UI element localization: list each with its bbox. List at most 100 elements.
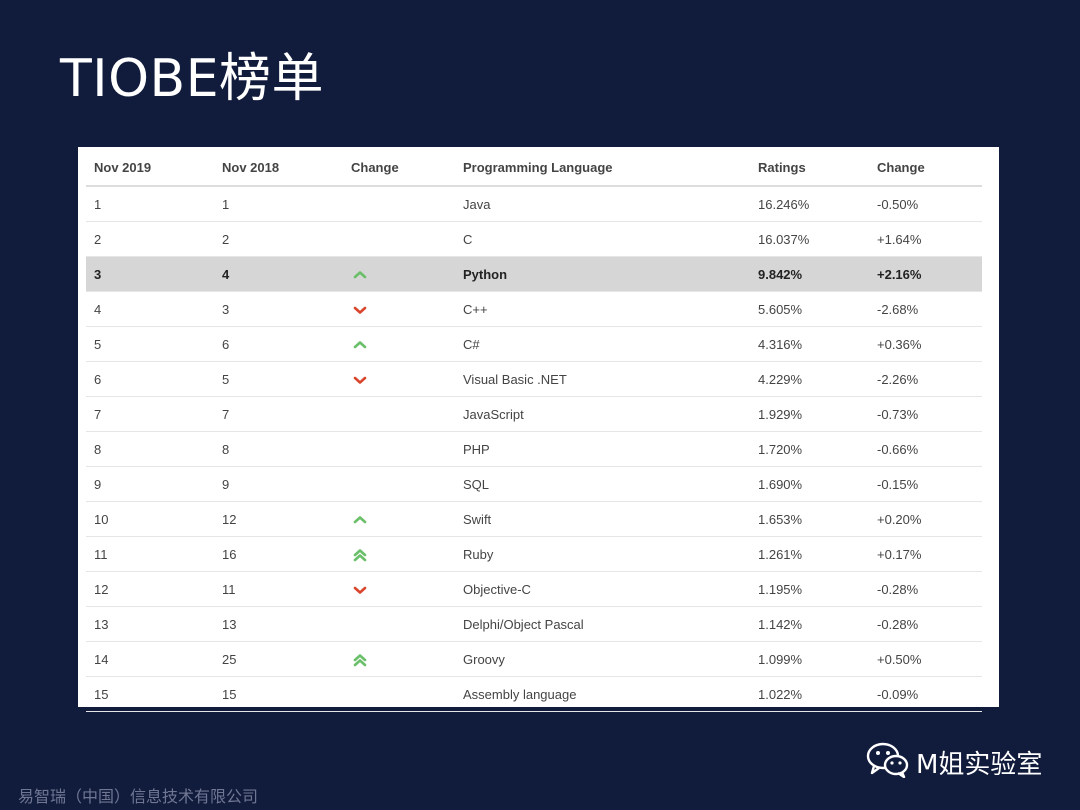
header-language: Programming Language	[455, 149, 750, 187]
header-rank-change: Change	[343, 149, 455, 187]
rank-2019-cell: 11	[86, 536, 214, 572]
rank-2018-cell: 4	[214, 256, 343, 292]
chevron-up-icon	[351, 338, 369, 352]
table-row: 1 1 Java 16.246% -0.50%	[86, 186, 982, 222]
language-cell: Visual Basic .NET	[455, 361, 750, 397]
rank-change-cell	[343, 186, 455, 222]
rank-2019-cell: 9	[86, 466, 214, 502]
ratings-change-cell: +2.16%	[869, 256, 982, 292]
header-nov-2019: Nov 2019	[86, 149, 214, 187]
rank-2018-cell: 5	[214, 361, 343, 397]
brand-mark: M姐实验室	[866, 742, 1042, 783]
wechat-icon	[866, 742, 910, 783]
table-row: 10 12 Swift 1.653% +0.20%	[86, 501, 982, 537]
ratings-cell: 16.246%	[750, 186, 869, 222]
language-cell: Ruby	[455, 536, 750, 572]
table-row: 8 8 PHP 1.720% -0.66%	[86, 431, 982, 467]
rank-2019-cell: 12	[86, 571, 214, 607]
language-cell: JavaScript	[455, 396, 750, 432]
ratings-cell: 1.099%	[750, 641, 869, 677]
rank-2018-cell: 3	[214, 291, 343, 327]
rank-change-cell	[343, 221, 455, 257]
chevron-down-icon	[351, 583, 369, 597]
table-row: 11 16 Ruby 1.261% +0.17%	[86, 536, 982, 572]
rank-2018-cell: 9	[214, 466, 343, 502]
ratings-change-cell: +0.36%	[869, 326, 982, 362]
rank-2019-cell: 5	[86, 326, 214, 362]
table-row: 14 25 Groovy 1.099% +0.50%	[86, 641, 982, 677]
page-title: TIOBE榜单	[60, 49, 325, 109]
ratings-cell: 1.929%	[750, 396, 869, 432]
ratings-change-cell: -0.73%	[869, 396, 982, 432]
ratings-change-cell: -0.66%	[869, 431, 982, 467]
table-row: 4 3 C++ 5.605% -2.68%	[86, 291, 982, 327]
ratings-cell: 4.229%	[750, 361, 869, 397]
ratings-change-cell: +0.20%	[869, 501, 982, 537]
language-cell: Swift	[455, 501, 750, 537]
ratings-cell: 1.261%	[750, 536, 869, 572]
table-row: 3 4 Python 9.842% +2.16%	[86, 256, 982, 292]
rank-2019-cell: 3	[86, 256, 214, 292]
rank-2018-cell: 13	[214, 606, 343, 642]
ratings-change-cell: -0.50%	[869, 186, 982, 222]
table-row: 15 15 Assembly language 1.022% -0.09%	[86, 676, 982, 712]
table-header-row: Nov 2019 Nov 2018 Change Programming Lan…	[86, 149, 982, 187]
ratings-cell: 1.720%	[750, 431, 869, 467]
ratings-cell: 1.142%	[750, 606, 869, 642]
rank-change-cell	[343, 431, 455, 467]
ratings-change-cell: -0.28%	[869, 606, 982, 642]
double-chevron-up-icon	[351, 548, 369, 562]
rank-2018-cell: 25	[214, 641, 343, 677]
ratings-cell: 1.653%	[750, 501, 869, 537]
rank-2018-cell: 1	[214, 186, 343, 222]
ratings-cell: 1.195%	[750, 571, 869, 607]
ratings-cell: 1.690%	[750, 466, 869, 502]
table-body: 1 1 Java 16.246% -0.50% 2 2 C 16.037% +1.64% 3 4 Pyt…	[86, 186, 982, 712]
language-cell: C++	[455, 291, 750, 327]
table-row: 12 11 Objective-C 1.195% -0.28%	[86, 571, 982, 607]
double-chevron-up-icon	[351, 653, 369, 667]
rank-2019-cell: 13	[86, 606, 214, 642]
ratings-cell: 5.605%	[750, 291, 869, 327]
chevron-down-icon	[351, 303, 369, 317]
ratings-change-cell: -0.28%	[869, 571, 982, 607]
chevron-up-icon	[351, 268, 369, 282]
rank-change-cell	[343, 326, 455, 362]
language-cell: Objective-C	[455, 571, 750, 607]
rank-change-cell	[343, 606, 455, 642]
rank-2019-cell: 7	[86, 396, 214, 432]
rank-change-cell	[343, 641, 455, 677]
rank-2018-cell: 2	[214, 221, 343, 257]
rank-change-cell	[343, 501, 455, 537]
header-nov-2018: Nov 2018	[214, 149, 343, 187]
ratings-cell: 1.022%	[750, 676, 869, 712]
ratings-change-cell: -2.26%	[869, 361, 982, 397]
rank-2019-cell: 2	[86, 221, 214, 257]
ratings-cell: 16.037%	[750, 221, 869, 257]
rank-change-cell	[343, 291, 455, 327]
table-row: 7 7 JavaScript 1.929% -0.73%	[86, 396, 982, 432]
ratings-cell: 9.842%	[750, 256, 869, 292]
rank-2018-cell: 12	[214, 501, 343, 537]
language-cell: Groovy	[455, 641, 750, 677]
table-row: 2 2 C 16.037% +1.64%	[86, 221, 982, 257]
table-row: 9 9 SQL 1.690% -0.15%	[86, 466, 982, 502]
rank-2018-cell: 16	[214, 536, 343, 572]
ratings-change-cell: -0.09%	[869, 676, 982, 712]
language-cell: SQL	[455, 466, 750, 502]
language-cell: C#	[455, 326, 750, 362]
company-footer: 易智瑞（中国）信息技术有限公司	[18, 787, 259, 806]
ranking-table-panel: Nov 2019 Nov 2018 Change Programming Lan…	[78, 147, 999, 712]
language-cell: Python	[455, 256, 750, 292]
rank-2018-cell: 11	[214, 571, 343, 607]
header-ratings-change: Change	[869, 149, 982, 187]
ranking-table: Nov 2019 Nov 2018 Change Programming Lan…	[86, 149, 982, 712]
rank-2018-cell: 6	[214, 326, 343, 362]
ratings-change-cell: +0.50%	[869, 641, 982, 677]
chevron-up-icon	[351, 513, 369, 527]
rank-2018-cell: 15	[214, 676, 343, 712]
brand-name: M姐实验室	[916, 750, 1043, 780]
rank-change-cell	[343, 396, 455, 432]
rank-2019-cell: 6	[86, 361, 214, 397]
table-row: 5 6 C# 4.316% +0.36%	[86, 326, 982, 362]
